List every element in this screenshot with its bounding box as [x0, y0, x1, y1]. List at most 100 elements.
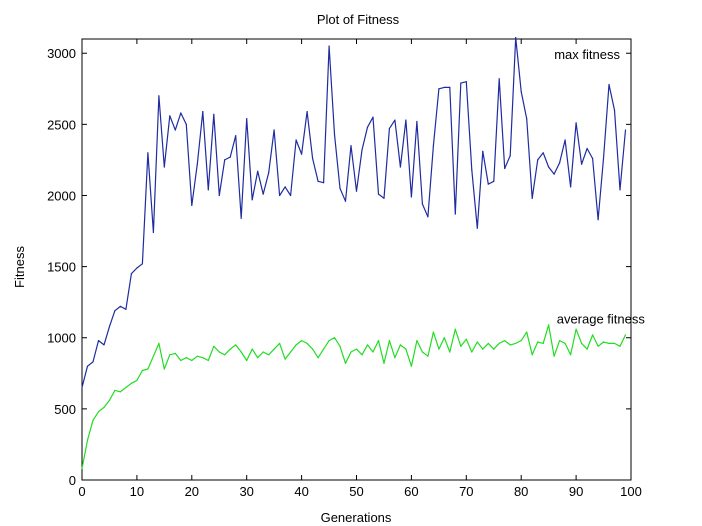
- average-fitness-point: [394, 357, 396, 359]
- max-fitness-point: [119, 305, 121, 307]
- x-tick-label: 60: [404, 484, 418, 499]
- y-tick-label: 2500: [47, 117, 76, 132]
- max-fitness-point: [537, 159, 539, 161]
- max-fitness-point: [372, 116, 374, 118]
- max-fitness-point: [388, 128, 390, 130]
- max-fitness-annotation: max fitness: [554, 47, 620, 62]
- x-tick-label: 10: [130, 484, 144, 499]
- max-fitness-point: [361, 149, 363, 151]
- max-fitness-point: [405, 119, 407, 121]
- max-fitness-point: [163, 166, 165, 168]
- average-fitness-point: [295, 344, 297, 346]
- y-axis: 0 500 1000 1500 2000 2500 3000: [47, 46, 631, 488]
- max-fitness-point: [301, 153, 303, 155]
- max-fitness-point: [196, 163, 198, 165]
- y-axis-label: Fitness: [12, 246, 27, 288]
- max-fitness-point: [92, 361, 94, 363]
- annotation-layer: max fitness average fitness: [554, 47, 645, 327]
- max-fitness-point: [207, 189, 209, 191]
- average-fitness-point: [191, 359, 193, 362]
- series-layer: [81, 36, 627, 470]
- average-fitness-point: [377, 340, 380, 342]
- average-fitness-point: [383, 362, 385, 364]
- average-fitness-point: [323, 348, 325, 350]
- max-fitness-point: [224, 159, 226, 161]
- average-fitness-point: [218, 351, 220, 353]
- max-fitness-point: [328, 45, 330, 47]
- max-fitness-point: [218, 194, 220, 197]
- max-fitness-point: [460, 82, 462, 84]
- max-fitness-point: [350, 145, 352, 147]
- average-fitness-point: [498, 342, 500, 344]
- average-fitness-point: [136, 379, 138, 381]
- max-fitness-point: [355, 190, 358, 192]
- average-fitness-point: [613, 342, 616, 344]
- max-fitness-point: [152, 231, 154, 234]
- max-fitness-point: [147, 152, 149, 154]
- average-fitness-point: [592, 334, 594, 336]
- average-fitness-point: [119, 391, 121, 393]
- average-fitness-point: [487, 342, 489, 344]
- max-fitness-point: [553, 173, 555, 175]
- average-fitness-point: [97, 411, 100, 413]
- max-fitness-point: [290, 194, 292, 197]
- max-fitness-point: [465, 81, 467, 83]
- average-fitness-point: [141, 369, 143, 372]
- average-fitness-line: [81, 324, 627, 469]
- max-fitness-point: [323, 182, 325, 184]
- max-fitness-point: [416, 120, 418, 123]
- y-tick-label: 1500: [47, 260, 76, 275]
- max-fitness-point: [548, 166, 550, 168]
- max-fitness-point: [399, 166, 401, 168]
- max-fitness-point: [515, 37, 517, 39]
- x-tick-label: 50: [349, 484, 363, 499]
- max-fitness-point: [443, 86, 445, 88]
- max-fitness-point: [257, 170, 259, 172]
- max-fitness-line: [81, 36, 627, 388]
- average-fitness-point: [86, 439, 89, 441]
- average-fitness-point: [553, 355, 555, 357]
- y-tick-label: 500: [54, 402, 76, 417]
- average-fitness-point: [312, 348, 314, 350]
- average-fitness-point: [163, 368, 165, 370]
- average-fitness-point: [399, 344, 401, 346]
- average-fitness-point: [262, 351, 264, 353]
- max-fitness-point: [339, 187, 341, 189]
- average-fitness-point: [207, 359, 209, 362]
- average-fitness-point: [108, 399, 111, 401]
- average-fitness-point: [405, 348, 407, 350]
- average-fitness-point: [581, 342, 583, 344]
- average-fitness-point: [504, 340, 506, 342]
- max-fitness-point: [498, 78, 500, 80]
- max-fitness-point: [273, 129, 275, 131]
- average-fitness-point: [169, 354, 171, 356]
- average-fitness-point: [152, 355, 154, 357]
- max-fitness-point: [624, 129, 627, 131]
- max-fitness-point: [86, 365, 89, 367]
- average-fitness-point: [174, 352, 176, 354]
- max-fitness-point: [240, 217, 242, 219]
- max-fitness-point: [504, 167, 506, 170]
- max-fitness-point: [586, 147, 588, 150]
- average-fitness-point: [333, 337, 336, 339]
- average-fitness-point: [531, 354, 533, 356]
- average-fitness-point: [185, 357, 187, 359]
- average-fitness-point: [443, 337, 445, 339]
- average-fitness-point: [465, 338, 467, 340]
- average-fitness-point: [202, 357, 204, 359]
- max-fitness-point: [509, 155, 511, 157]
- max-fitness-point: [333, 133, 336, 135]
- average-fitness-point: [471, 351, 473, 353]
- max-fitness-point: [597, 219, 599, 221]
- max-fitness-point: [262, 193, 264, 195]
- y-tick-label: 2000: [47, 188, 76, 203]
- average-fitness-point: [92, 419, 94, 421]
- max-fitness-point: [438, 88, 440, 90]
- average-fitness-point: [597, 345, 599, 347]
- average-fitness-point: [559, 340, 561, 342]
- average-fitness-point: [619, 345, 621, 347]
- average-fitness-point: [339, 345, 341, 347]
- max-fitness-point: [279, 194, 281, 197]
- average-fitness-point: [542, 342, 544, 344]
- max-fitness-point: [471, 169, 473, 171]
